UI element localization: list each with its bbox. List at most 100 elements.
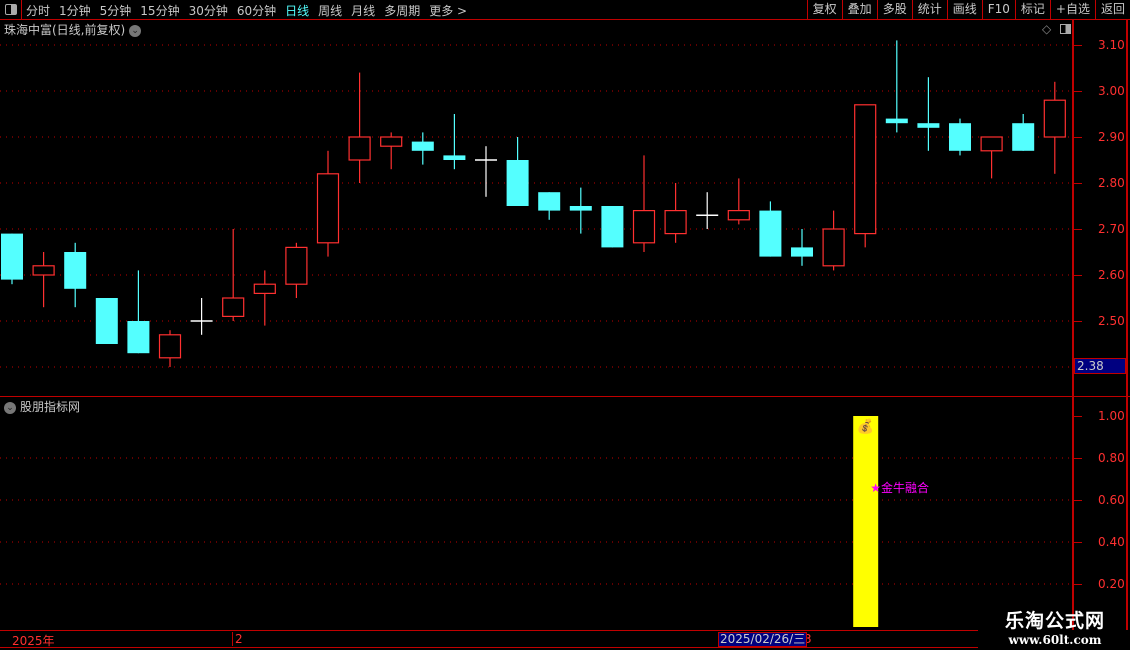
axis-tick <box>1074 183 1082 184</box>
candle-body-down <box>917 123 940 128</box>
price-tick-label: 3.00 <box>1098 84 1125 98</box>
candle-body-down <box>95 298 118 344</box>
indicator-tick-label: 0.60 <box>1098 493 1125 507</box>
axis-tick <box>1074 416 1082 417</box>
period-tab[interactable]: 分时 <box>26 4 51 18</box>
toolbar-button[interactable]: 标记 <box>1014 0 1050 19</box>
date-label: 2 <box>232 632 243 646</box>
toolbar-button[interactable]: +自选 <box>1049 0 1095 19</box>
candle-body-up <box>1043 99 1066 138</box>
candle-body-down <box>443 155 466 160</box>
price-tick-label: 2.50 <box>1098 314 1125 328</box>
price-tick-label: 2.90 <box>1098 130 1125 144</box>
sidebar-icon <box>5 4 17 15</box>
signal-label: ★金牛融合 <box>870 480 929 495</box>
candle-body-up <box>222 297 245 317</box>
price-axis: 3.10 3.00 2.90 2.80 2.70 2.60 2.50 1.00 0.80 0.60… <box>1072 20 1130 630</box>
period-tab[interactable]: 月线 <box>351 4 376 18</box>
candle-body-up <box>32 265 55 276</box>
indicator-title: ⌄ 股朋指标网 <box>4 398 80 415</box>
candle-body-down <box>601 206 624 248</box>
indicator-title-text: 股朋指标网 <box>20 400 81 414</box>
candle-body-down <box>538 192 561 211</box>
axis-tick <box>1074 137 1082 138</box>
period-tab[interactable]: 周线 <box>318 4 343 18</box>
panel-toggle-button[interactable] <box>0 0 22 19</box>
axis-tick <box>1074 275 1082 276</box>
watermark-logo: 乐淘公式网 www.60lt.com <box>980 606 1130 650</box>
toolbar: 分时 1分钟 5分钟 15分钟 30分钟 60分钟 日线 周线 月线 多周期 更多 > 复权 叠加 多股… <box>0 0 1130 20</box>
watermark-url: www.60lt.com <box>1008 633 1102 647</box>
axis-tick <box>1074 500 1082 501</box>
candle-body-up <box>316 173 340 244</box>
current-date-label: 2025/02/26/三 <box>718 632 808 647</box>
candle-body-up <box>285 246 308 285</box>
candle-body-up <box>822 228 845 267</box>
candle-body-down <box>1012 123 1035 151</box>
price-tick-label: 2.60 <box>1098 268 1125 282</box>
price-tick-label: 2.80 <box>1098 176 1125 190</box>
chevron-down-icon[interactable]: ⌄ <box>4 401 16 414</box>
period-tab[interactable]: 15分钟 <box>140 4 180 18</box>
candle-body-up <box>380 136 403 147</box>
toolbar-button[interactable]: 返回 <box>1094 0 1130 19</box>
toolbar-buttons: 复权 叠加 多股 统计 画线 F10 标记 +自选 返回 <box>806 0 1130 19</box>
axis-tick <box>1074 229 1082 230</box>
chart-canvas[interactable]: 💰 ★金牛融合 <box>0 0 1072 630</box>
period-tab[interactable]: 更多 > <box>429 4 468 18</box>
diamond-icon[interactable]: ◇ <box>1042 22 1052 36</box>
signal-bar <box>853 416 879 627</box>
panel-toggle-icon[interactable] <box>1060 24 1071 34</box>
price-tick-label: 2.70 <box>1098 222 1125 236</box>
candle-body-up <box>854 104 877 235</box>
toolbar-button[interactable]: F10 <box>981 0 1015 19</box>
date-axis: 2025年 2 3 <box>0 630 978 648</box>
candle-body-up <box>348 136 371 161</box>
axis-tick <box>1074 91 1082 92</box>
chart-title-text: 珠海中富(日线,前复权) <box>4 23 126 37</box>
toolbar-button[interactable]: 统计 <box>911 0 947 19</box>
date-label: 2025年 <box>12 634 55 648</box>
period-tab[interactable]: 60分钟 <box>236 4 277 18</box>
axis-tick <box>1074 584 1082 585</box>
candle-body-down <box>569 206 592 211</box>
period-tab[interactable]: 1分钟 <box>59 4 91 18</box>
money-bag-icon: 💰 <box>856 418 873 435</box>
toolbar-button[interactable]: 画线 <box>946 0 982 19</box>
watermark-title: 乐淘公式网 <box>1004 610 1105 632</box>
period-tab[interactable]: 日线 <box>285 4 310 18</box>
period-tab[interactable]: 5分钟 <box>99 4 132 18</box>
candle-body-up <box>253 283 276 295</box>
axis-tick <box>1074 45 1082 46</box>
axis-tick <box>1074 542 1082 543</box>
candle-body-down <box>506 160 529 206</box>
toolbar-button[interactable]: 复权 <box>806 0 842 19</box>
axis-border <box>1126 20 1128 630</box>
candle-body-up <box>980 136 1003 152</box>
candle-body-down <box>885 118 908 124</box>
axis-tick <box>1074 321 1082 322</box>
chart-title: 珠海中富(日线,前复权) ⌄ <box>4 21 142 38</box>
candle-body-down <box>791 247 813 257</box>
panel-divider[interactable] <box>0 396 1130 397</box>
period-tab[interactable]: 30分钟 <box>188 4 228 18</box>
candle-body-down <box>64 252 87 289</box>
candle-body-up <box>632 210 656 244</box>
candle-body-up <box>727 210 750 221</box>
indicator-tick-label: 0.40 <box>1098 535 1125 549</box>
candle-body-down <box>411 141 434 151</box>
period-tabs: 分时 1分钟 5分钟 15分钟 30分钟 60分钟 日线 周线 月线 多周期 更多 > <box>26 2 467 19</box>
period-tab[interactable]: 多周期 <box>384 4 421 18</box>
candle-body-down <box>759 210 782 257</box>
candle-body-down <box>127 321 150 354</box>
candle-body-up <box>158 334 182 359</box>
axis-tick <box>1074 458 1082 459</box>
candle-body-down <box>1 233 23 280</box>
price-tick-label: 3.10 <box>1098 38 1125 52</box>
toolbar-button[interactable]: 叠加 <box>841 0 877 19</box>
chevron-down-icon[interactable]: ⌄ <box>129 24 142 37</box>
indicator-tick-label: 1.00 <box>1098 409 1125 423</box>
candle-body-up <box>664 210 687 235</box>
toolbar-button[interactable]: 多股 <box>876 0 912 19</box>
indicator-tick-label: 0.80 <box>1098 451 1125 465</box>
